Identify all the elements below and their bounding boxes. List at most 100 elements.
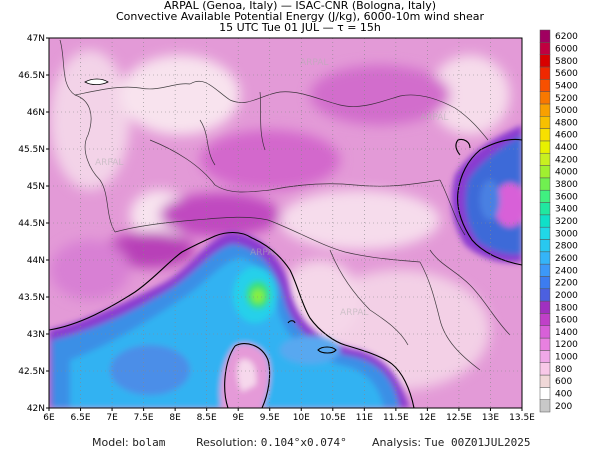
colorbar-swatch [539,362,551,376]
model-label: Model: [92,436,129,449]
colorbar-label: 4000 [555,168,578,178]
colorbar-label: 600 [555,377,572,387]
watermark-text: ARPAL [95,158,123,168]
colorbar-swatch [539,399,551,413]
colorbar-label: 6000 [555,44,578,54]
latitude-label: 42N [27,404,45,414]
colorbar-label: 2600 [555,254,578,264]
latitude-label: 44.5N [18,219,45,229]
colorbar-swatch [539,165,551,179]
footer-analysis: Analysis: Tue 00Z01JUL2025 [372,436,531,449]
longitude-label: 9.5E [260,413,280,423]
colorbar-swatch [539,276,551,290]
latitude-label: 47N [27,34,45,44]
colorbar-swatch [539,300,551,314]
region-borders [59,39,511,371]
colorbar-swatch [539,152,551,166]
colorbar-swatch [539,313,551,326]
colorbar-swatch [539,116,551,129]
colorbar-swatch [539,337,551,351]
colorbar-label: 5200 [555,94,578,104]
watermark-text: ARPAL [340,308,368,318]
colorbar-swatch [539,226,551,240]
longitude-label: 6.5E [71,413,91,423]
colorbar-swatch [539,177,551,191]
colorbar-label: 1800 [555,303,578,313]
colorbar-swatch [539,288,551,302]
colorbar-label: 5600 [555,69,578,79]
colorbar-swatch [539,387,551,400]
colorbar-label: 3600 [555,192,578,202]
colorbar-label: 3400 [555,205,578,215]
colorbar-swatch [539,251,551,265]
colorbar-swatch [539,263,551,277]
colorbar-label: 5800 [555,57,578,67]
colorbar-swatch [539,79,551,92]
colorbar-swatch [539,128,551,142]
coastline [49,138,522,408]
resolution-value: 0.104°x0.074° [260,436,347,449]
colorbar-label: 4200 [555,155,578,165]
colorbar-swatch [539,29,551,43]
colorbar-label: 4600 [555,131,578,141]
colorbar-swatch [539,374,551,388]
longitude-label: 11E [356,413,373,423]
footer-model: Model: bolam [92,436,165,449]
colorbar-swatch [539,66,551,80]
title-line-2: Convective Available Potential Energy (J… [115,10,485,23]
colorbar-label: 4800 [555,118,578,128]
latitude-label: 43N [27,330,45,340]
longitude-label: 8.5E [197,413,217,423]
colorbar-label: 2000 [555,291,578,301]
colorbar-label: 5000 [555,106,578,116]
colorbar-label: 3000 [555,229,578,239]
analysis-label: Analysis: [372,436,422,449]
colorbar-swatch [539,350,551,363]
latitude-label: 44N [27,256,45,266]
colorbar-swatch [539,202,551,216]
colorbar-label: 2400 [555,266,578,276]
longitude-label: 12.5E [446,413,472,423]
colorbar-swatch [539,189,551,203]
latitude-label: 46.5N [18,71,45,81]
longitude-label: 13.5E [509,413,535,423]
watermark-text: ARPAL [250,248,278,258]
colorbar-label: 200 [555,402,572,412]
watermark-text: ARPAL [300,58,328,68]
analysis-value: Tue 00Z01JUL2025 [424,436,531,449]
lake-geneva [84,78,109,86]
longitude-label: 6E [43,413,55,423]
colorbar-label: 2800 [555,242,578,252]
colorbar-swatch [539,239,551,253]
longitude-label: 9E [232,413,244,423]
resolution-label: Resolution: [196,436,258,449]
colorbar-label: 1600 [555,316,578,326]
colorbar-swatch [539,54,551,68]
latitude-label: 43.5N [18,293,45,303]
colorbar-swatch [539,103,551,117]
colorbar-swatch [539,325,551,339]
title-line-3: 15 UTC Tue 01 JUL — τ = 15h [219,21,381,34]
colorbar-label: 1400 [555,328,578,338]
latitude-label: 42.5N [18,367,45,377]
latitude-label: 45.5N [18,145,45,155]
colorbar-label: 400 [555,390,572,400]
longitude-label: 10E [293,413,310,423]
colorbar-label: 3800 [555,180,578,190]
colorbar-swatch [539,42,551,55]
longitude-label: 8E [169,413,181,423]
longitude-label: 10.5E [320,413,346,423]
colorbar-label: 4400 [555,143,578,153]
model-value: bolam [132,436,166,449]
colorbar-label: 800 [555,365,572,375]
colorbar-swatch [539,91,551,105]
longitude-label: 12E [419,413,436,423]
longitude-label: 7.5E [134,413,154,423]
colorbar-label: 1000 [555,353,578,363]
latitude-axis: 47N 46.5N 46N 45.5N 45N 44.5N 44N 43.5N 43N 42.5N… [18,34,49,414]
longitude-label: 11.5E [383,413,409,423]
colorbar-label: 1200 [555,340,578,350]
colorbar-label: 5400 [555,81,578,91]
